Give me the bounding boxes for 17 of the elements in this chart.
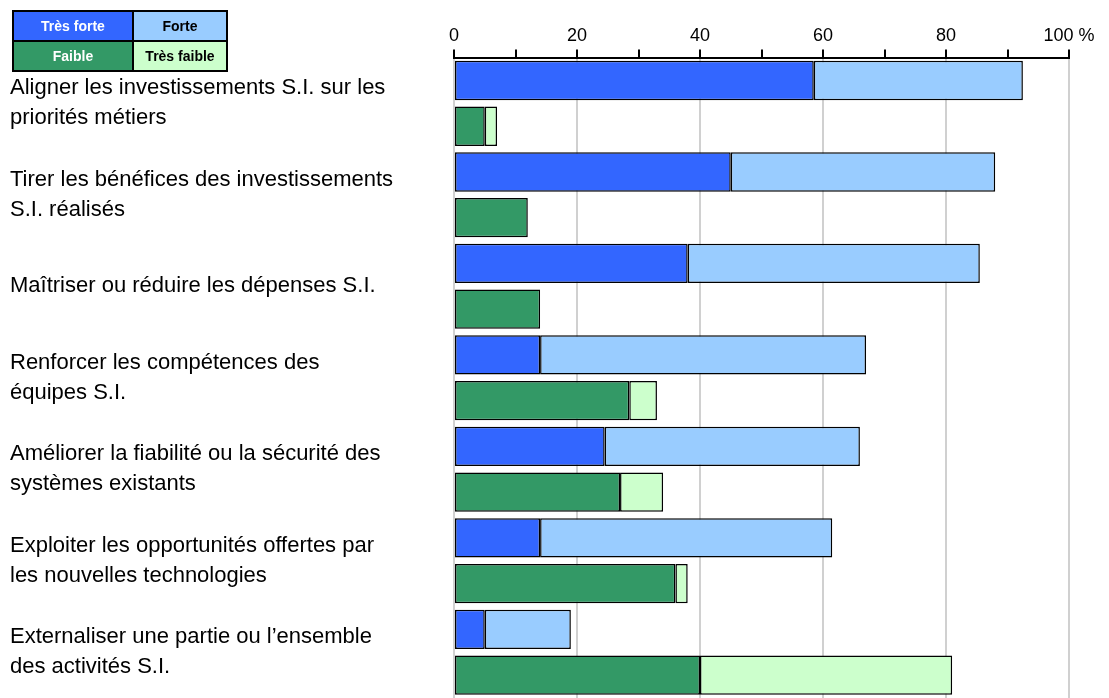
- text: Faible: [13, 41, 133, 71]
- y-tick-label: Externaliser une partie ou l’ensemble des activités S.I.: [10, 623, 372, 679]
- y-tick-label: Exploiter les opportunités offertes par les nouvelles technologies: [10, 531, 375, 587]
- text: Très forte: [13, 11, 133, 41]
- x-tick-label: 20: [566, 24, 588, 45]
- x-tick-label: 0: [448, 24, 460, 45]
- y-tick-label: Aligner les investissements S.I. sur les priorités métiers: [10, 74, 386, 130]
- x-tick-label: 40: [689, 24, 711, 45]
- x-tick-label: 100 %: [1043, 24, 1095, 45]
- x-tick-label: 80: [935, 24, 957, 45]
- text: Très faible: [133, 41, 227, 71]
- y-tick-label: Tirer les bénéfices des investissements S.I. réalisés: [10, 165, 394, 221]
- x-tick-label: 60: [812, 24, 834, 45]
- y-tick-label: Maîtriser ou réduire les dépenses S.I.: [10, 272, 376, 298]
- y-tick-label: Améliorer la fiabilité ou la sécurité des systèmes existants: [10, 440, 381, 496]
- y-tick-label: Renforcer les compétences des équipes S.I.: [10, 348, 320, 404]
- text: Forte: [133, 11, 227, 41]
